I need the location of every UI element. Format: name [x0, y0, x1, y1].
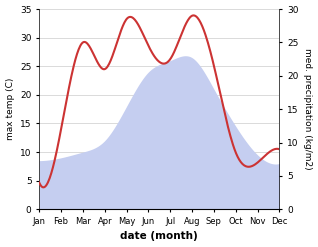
Y-axis label: max temp (C): max temp (C) — [5, 78, 15, 140]
Y-axis label: med. precipitation (kg/m2): med. precipitation (kg/m2) — [303, 48, 313, 170]
X-axis label: date (month): date (month) — [121, 231, 198, 242]
